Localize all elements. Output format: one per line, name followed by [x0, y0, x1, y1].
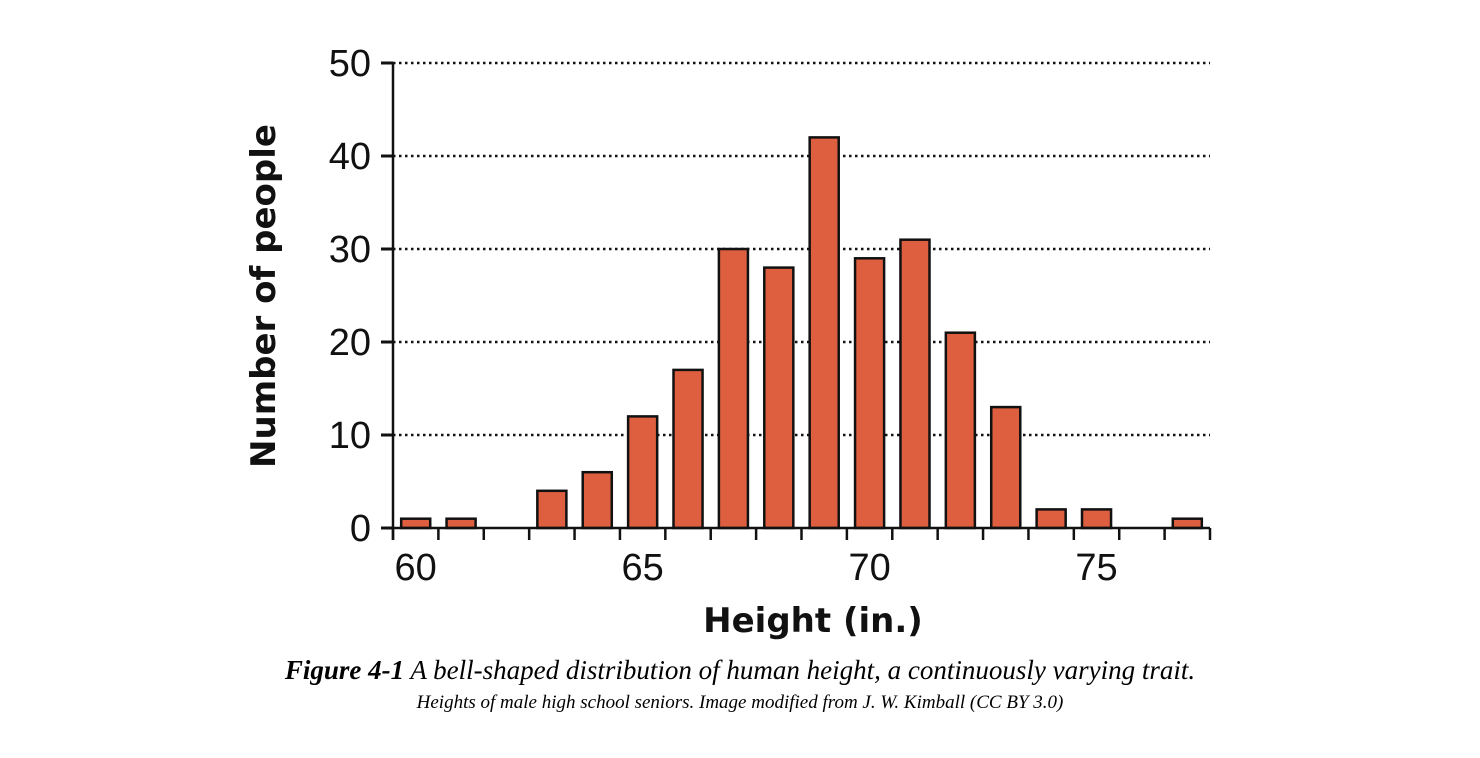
bar-74	[1035, 508, 1067, 530]
bar-65	[626, 415, 659, 530]
bar-70	[853, 257, 886, 530]
x-tick-label-70: 70	[848, 547, 890, 589]
y-tick-label-20: 20	[329, 322, 371, 364]
y-tick-label-0: 0	[350, 508, 371, 550]
bar-73	[989, 405, 1022, 530]
bar-77	[1171, 517, 1204, 530]
bar-63	[536, 489, 568, 530]
x-tick-labels: 60 65 70 75	[395, 547, 1118, 589]
y-tick-labels: 0 10 20 30 40 50	[329, 43, 371, 550]
axes	[381, 61, 1212, 540]
x-tick-label-60: 60	[395, 547, 437, 589]
bar-61	[445, 517, 477, 530]
figure-caption: Figure 4-1 A bell-shaped distribution of…	[0, 655, 1480, 686]
bar-69	[808, 136, 840, 530]
height-histogram: 0 10 20 30 40 50 60 65 70 75 Height (in.) Number…	[244, 43, 1212, 640]
figure-title: A bell-shaped distribution of human heig…	[404, 655, 1196, 685]
bar-72	[944, 331, 977, 530]
figure-number: Figure 4-1	[284, 655, 405, 685]
bar-68	[763, 266, 795, 530]
gridlines	[393, 61, 1210, 437]
x-tick-label-65: 65	[621, 547, 663, 589]
bar-71	[899, 238, 931, 530]
y-tick-label-40: 40	[329, 136, 371, 178]
figure-subcaption: Heights of male high school seniors. Ima…	[416, 692, 1064, 713]
bar-60	[399, 517, 432, 530]
y-tick-label-10: 10	[329, 415, 371, 457]
y-axis-title: Number of people	[244, 124, 284, 468]
bar-75	[1080, 508, 1113, 530]
bar-64	[581, 470, 614, 530]
bars	[399, 136, 1204, 530]
y-tick-label-30: 30	[329, 229, 371, 271]
x-axis-title: Height (in.)	[703, 601, 923, 640]
x-tick-label-75: 75	[1075, 547, 1117, 589]
bar-66	[672, 368, 704, 530]
y-tick-label-50: 50	[329, 43, 371, 85]
bar-67	[717, 247, 750, 530]
